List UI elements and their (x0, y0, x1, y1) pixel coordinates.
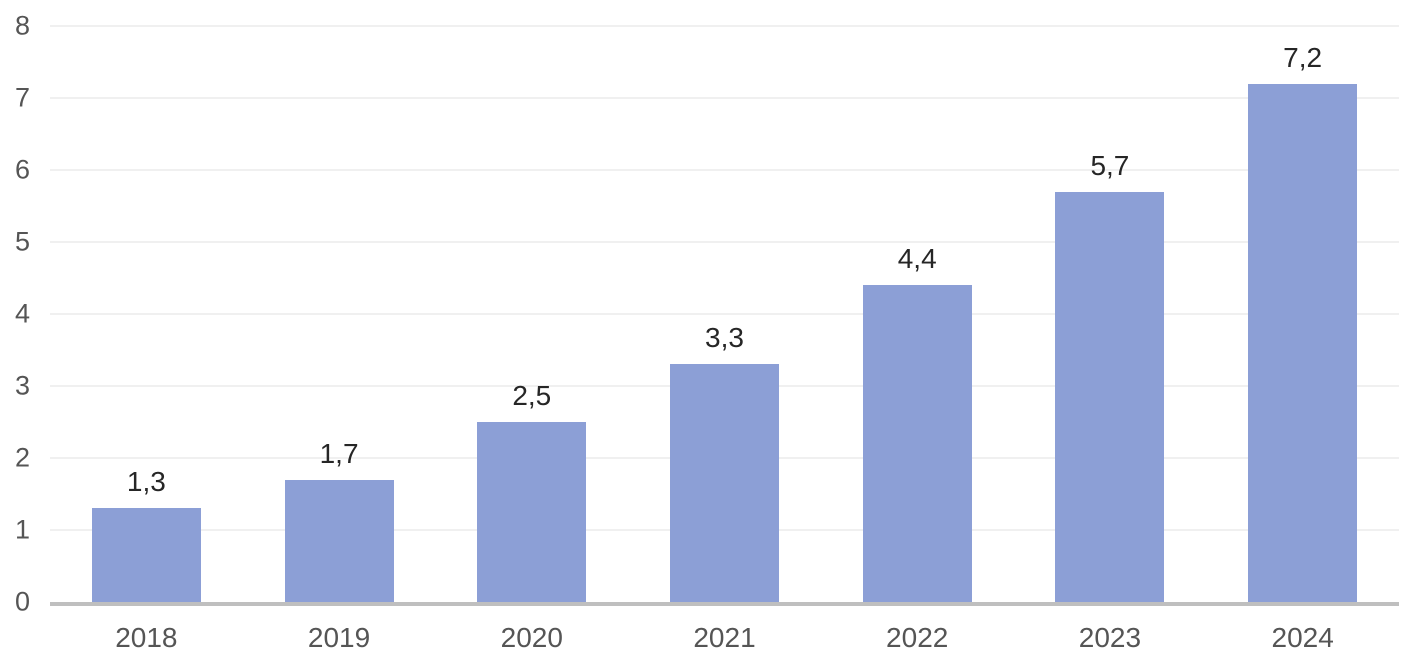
y-tick-label: 5 (14, 226, 30, 257)
x-tick-label: 2019 (307, 622, 371, 653)
bar-value-label: 7,2 (1283, 41, 1323, 73)
bar-2021 (670, 364, 779, 602)
gridline (50, 169, 1399, 171)
x-tick-label: 2022 (886, 622, 949, 653)
x-axis-baseline (50, 602, 1399, 606)
bar-2018 (91, 508, 201, 602)
x-tick-label: 2018 (115, 622, 178, 653)
y-tick-label: 3 (14, 370, 30, 401)
gridline (50, 313, 1399, 315)
x-tick-label: 2020 (500, 622, 563, 653)
bar-value-label: 1,7 (319, 437, 359, 469)
bar-2020 (477, 422, 587, 602)
x-tick-label: 2024 (1271, 622, 1334, 653)
bar-value-label: 1,3 (126, 466, 166, 498)
x-tick-label: 2023 (1078, 622, 1142, 653)
bar-2019 (284, 479, 394, 602)
bar-2023 (1055, 191, 1165, 602)
y-tick-label: 1 (14, 514, 30, 545)
y-tick-label: 7 (14, 82, 30, 113)
gridline (50, 241, 1399, 243)
y-tick-label: 2 (14, 442, 30, 473)
y-tick-label: 0 (14, 586, 30, 617)
gridline (50, 25, 1399, 27)
x-tick-label: 2021 (693, 622, 756, 653)
y-tick-label: 8 (14, 10, 30, 41)
bar-2024 (1248, 83, 1358, 602)
bar-value-label: 2,5 (512, 380, 552, 411)
bar-value-label: 5,7 (1090, 149, 1130, 181)
y-tick-label: 6 (14, 154, 30, 185)
bar-2022 (862, 285, 972, 602)
y-tick-label: 4 (14, 298, 30, 329)
bar-value-label: 4,4 (897, 243, 937, 275)
gridline (50, 97, 1399, 99)
bar-value-label: 3,3 (705, 322, 744, 354)
